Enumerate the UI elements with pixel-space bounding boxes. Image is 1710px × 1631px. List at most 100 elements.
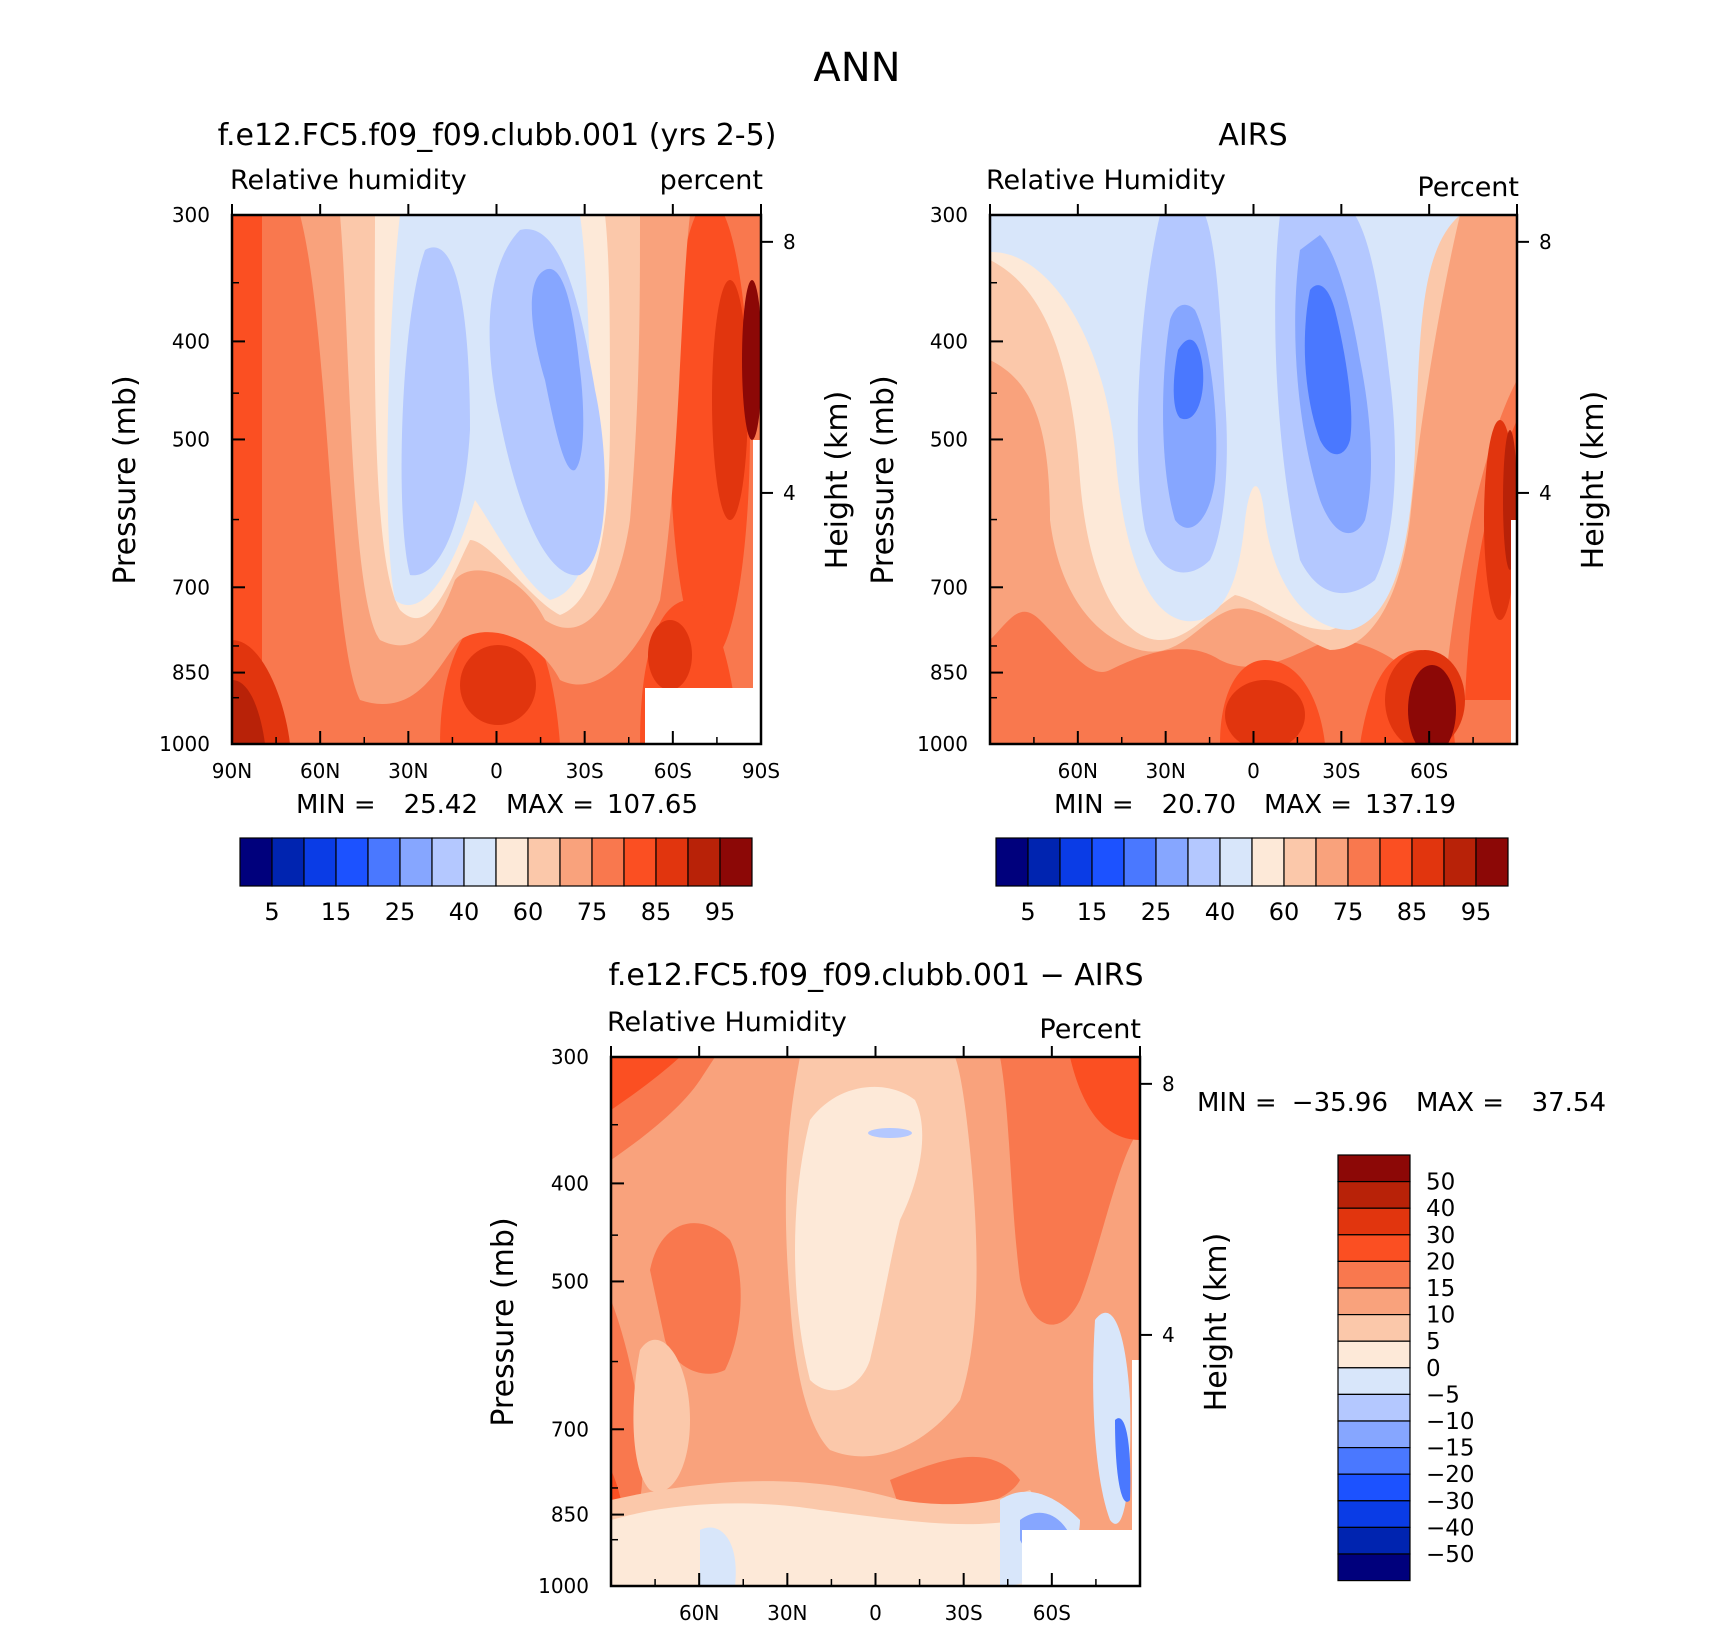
missing-data-region — [1022, 1530, 1140, 1586]
colorbar-swatch — [687, 837, 721, 887]
panel-diff-ylabel-right: Height (km) — [1199, 1233, 1234, 1412]
height-tick-label: 4 — [1539, 481, 1552, 505]
y-tick-label: 700 — [551, 1417, 589, 1441]
contour-band-20 — [611, 1057, 680, 1110]
panel-obs-min-label: MIN = — [1054, 790, 1134, 820]
colorbar-swatch — [399, 837, 433, 887]
colorbar-swatch — [271, 837, 305, 887]
x-tick-label: 90N — [212, 759, 252, 783]
colorbar-swatch — [1379, 837, 1413, 887]
colorbar-label: 5 — [1426, 1329, 1441, 1355]
colorbar-swatch — [1337, 1393, 1411, 1422]
y-tick-label: 1000 — [159, 732, 210, 756]
panel-obs-contours — [990, 215, 1517, 744]
panel-model: f.e12.FC5.f09_f09.clubb.001 (yrs 2-5) Re… — [108, 118, 855, 926]
colorbar-swatch — [1347, 837, 1381, 887]
contour-band-5 — [633, 1339, 690, 1492]
panel-diff-units: Percent — [1039, 1014, 1141, 1045]
panel-obs-min-value: 20.70 — [1162, 790, 1236, 820]
colorbar-label: −50 — [1426, 1542, 1475, 1568]
x-tick-label: 90S — [742, 759, 780, 783]
y-tick-label: 500 — [551, 1269, 589, 1293]
x-tick-label: 60S — [1410, 759, 1448, 783]
height-tick-label: 8 — [783, 230, 796, 254]
colorbar-swatch — [1219, 837, 1253, 887]
panel-diff-max-label: MAX = — [1416, 1088, 1504, 1118]
panel-diff-min-value: −35.96 — [1292, 1088, 1388, 1118]
x-tick-label: 60S — [654, 759, 692, 783]
contour-band-90 — [648, 620, 692, 690]
colorbar-label: −40 — [1426, 1515, 1475, 1541]
panel-model-min-value: 25.42 — [404, 790, 478, 820]
colorbar-swatch — [623, 837, 657, 887]
x-tick-label: 60N — [1058, 759, 1098, 783]
panel-obs-max-value: 137.19 — [1365, 790, 1456, 820]
colorbar-label: 85 — [641, 898, 672, 926]
colorbar-label: 40 — [449, 898, 480, 926]
contour-band-25 — [1173, 339, 1204, 420]
contour-band-minus10 — [1115, 1418, 1131, 1502]
x-tick-label: 30N — [388, 759, 428, 783]
colorbar-label: −30 — [1426, 1489, 1475, 1515]
colorbar-swatch — [1187, 837, 1221, 887]
panel-obs-variable: Relative Humidity — [986, 165, 1226, 196]
panel-diff-ylabel: Pressure (mb) — [486, 1217, 521, 1426]
colorbar-swatch — [1251, 837, 1285, 887]
panel-obs-ylabel-right: Height (km) — [1576, 391, 1611, 570]
contour-band-0 — [795, 1086, 923, 1391]
colorbar-label: 20 — [1426, 1249, 1455, 1275]
x-tick-label: 30S — [566, 759, 604, 783]
panel-obs-ylabel: Pressure (mb) — [866, 375, 901, 584]
colorbar-label: 30 — [1426, 1223, 1455, 1249]
panel-model-max-value: 107.65 — [607, 790, 698, 820]
y-tick-label: 300 — [930, 203, 968, 227]
panel-model-axes: 300 400 500 700 850 1000 8 4 90N 60N 30N 0 30S 60S 90S — [159, 203, 796, 783]
colorbar-label: 15 — [321, 898, 352, 926]
figure-title: ANN — [813, 45, 900, 91]
colorbar-swatch — [527, 837, 561, 887]
colorbar-swatch — [655, 837, 689, 887]
x-tick-label: 0 — [869, 1601, 882, 1625]
colorbar-label: −15 — [1426, 1436, 1475, 1462]
y-tick-label: 850 — [551, 1503, 589, 1527]
panel-diff-contours — [611, 1057, 1140, 1586]
colorbar-swatch — [1337, 1340, 1411, 1369]
panel-model-title: f.e12.FC5.f09_f09.clubb.001 (yrs 2-5) — [218, 118, 777, 153]
colorbar-label: 75 — [577, 898, 608, 926]
panel-model-ylabel: Pressure (mb) — [108, 375, 143, 584]
colorbar-swatch — [1027, 837, 1061, 887]
x-tick-label: 60N — [679, 1601, 719, 1625]
contour-band-15 — [650, 1223, 741, 1374]
colorbar-swatch — [431, 837, 465, 887]
contour-band-95 — [742, 280, 761, 440]
height-tick-label: 8 — [1162, 1072, 1175, 1096]
height-tick-label: 4 — [783, 481, 796, 505]
panel-obs-units: Percent — [1417, 172, 1519, 203]
panel-diff-min-label: MIN = — [1197, 1088, 1277, 1118]
x-tick-label: 30N — [767, 1601, 807, 1625]
contour-band-15 — [890, 1456, 1020, 1513]
missing-data-region — [1511, 520, 1517, 744]
contour-band-20 — [1070, 1057, 1140, 1140]
panel-diff-axes: 300 400 500 700 850 1000 8 4 60N 30N 0 30S 60S — [538, 1045, 1175, 1625]
panel-model-ylabel-right: Height (km) — [820, 391, 855, 570]
colorbar-label: 95 — [705, 898, 736, 926]
colorbar-swatch — [463, 837, 497, 887]
y-tick-label: 300 — [172, 203, 210, 227]
colorbar-swatch — [1337, 1500, 1411, 1529]
colorbar-swatch — [1123, 837, 1157, 887]
x-tick-label: 30S — [945, 1601, 983, 1625]
colorbar-label: 95 — [1461, 898, 1492, 926]
panel-model-colorbar: 5 15 25 40 60 75 85 95 — [239, 837, 753, 926]
x-tick-label: 0 — [1247, 759, 1260, 783]
colorbar-label: 25 — [1141, 898, 1172, 926]
colorbar-swatch — [1091, 837, 1125, 887]
colorbar-swatch — [239, 837, 273, 887]
height-tick-label: 4 — [1162, 1323, 1175, 1347]
colorbar-swatch — [1337, 1180, 1411, 1209]
colorbar-label: 25 — [385, 898, 416, 926]
colorbar-swatch — [367, 837, 401, 887]
y-tick-label: 300 — [551, 1045, 589, 1069]
panel-diff-title: f.e12.FC5.f09_f09.clubb.001 − AIRS — [608, 958, 1143, 993]
